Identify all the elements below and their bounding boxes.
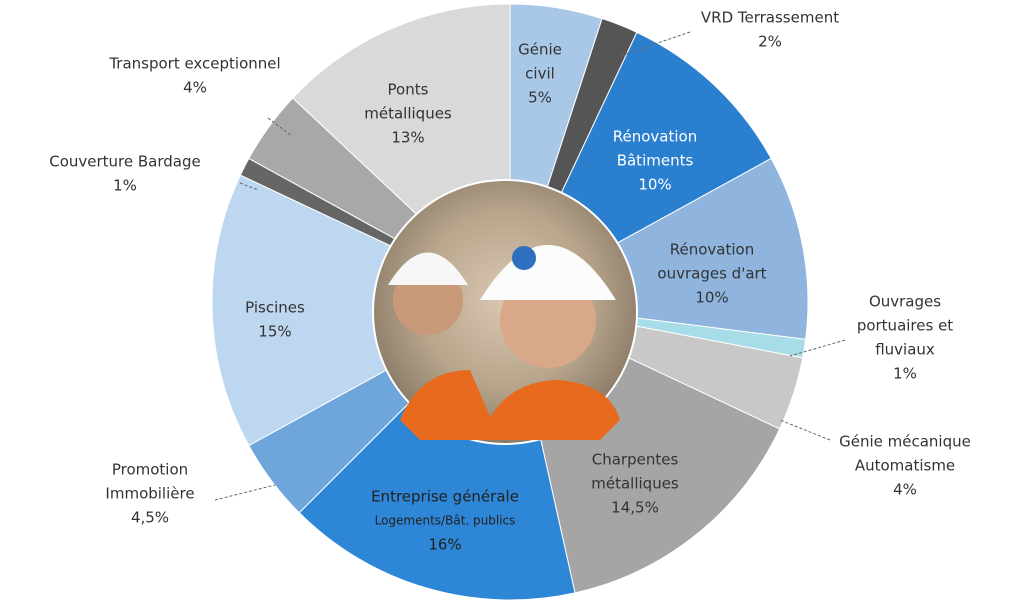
value-label: 2% (758, 33, 782, 51)
category-label: ouvrages d'art (657, 265, 766, 283)
value-label: 14,5% (611, 499, 659, 517)
category-label: Immobilière (105, 485, 194, 503)
page: Génie civil 5% VRD Terrassement 2% Rénovation… (0, 0, 1024, 603)
category-label: Ponts (388, 81, 429, 99)
category-label: VRD Terrassement (701, 9, 839, 27)
category-label: portuaires et (857, 317, 953, 335)
category-label: Rénovation (670, 241, 754, 259)
category-label: Piscines (245, 299, 305, 317)
value-label: 1% (113, 177, 137, 195)
category-label: Génie (518, 41, 562, 59)
value-label: 5% (528, 89, 552, 107)
value-label: 10% (638, 176, 671, 194)
category-label: Charpentes (592, 451, 679, 469)
value-label: 1% (893, 365, 917, 383)
value-label: 10% (695, 289, 728, 307)
category-label: Entreprise générale (371, 488, 519, 506)
category-label: Transport exceptionnel (108, 55, 280, 73)
value-label: 13% (391, 129, 424, 147)
value-label: 16% (428, 536, 461, 554)
value-label: 15% (258, 323, 291, 341)
category-label: Rénovation (613, 128, 697, 146)
category-label: Logements/Bât. publics (375, 514, 516, 528)
chart: Génie civil 5% VRD Terrassement 2% Rénovation… (0, 0, 1024, 603)
photo (373, 180, 637, 444)
value-label: 4% (183, 79, 207, 97)
value-label: 4,5% (131, 509, 169, 527)
category-label: Couverture Bardage (49, 153, 201, 171)
category-label: fluviaux (875, 341, 935, 359)
leader-line (215, 485, 275, 500)
category-label: Génie mécanique (839, 433, 971, 451)
category-label: Promotion (112, 461, 188, 479)
category-label: Automatisme (855, 457, 955, 475)
value-label: 4% (893, 481, 917, 499)
category-label: civil (525, 65, 555, 83)
category-label: métalliques (364, 105, 452, 123)
category-label: Ouvrages (869, 293, 941, 311)
category-label: Bâtiments (617, 152, 694, 170)
leader-line (780, 420, 830, 440)
category-label: métalliques (591, 475, 679, 493)
